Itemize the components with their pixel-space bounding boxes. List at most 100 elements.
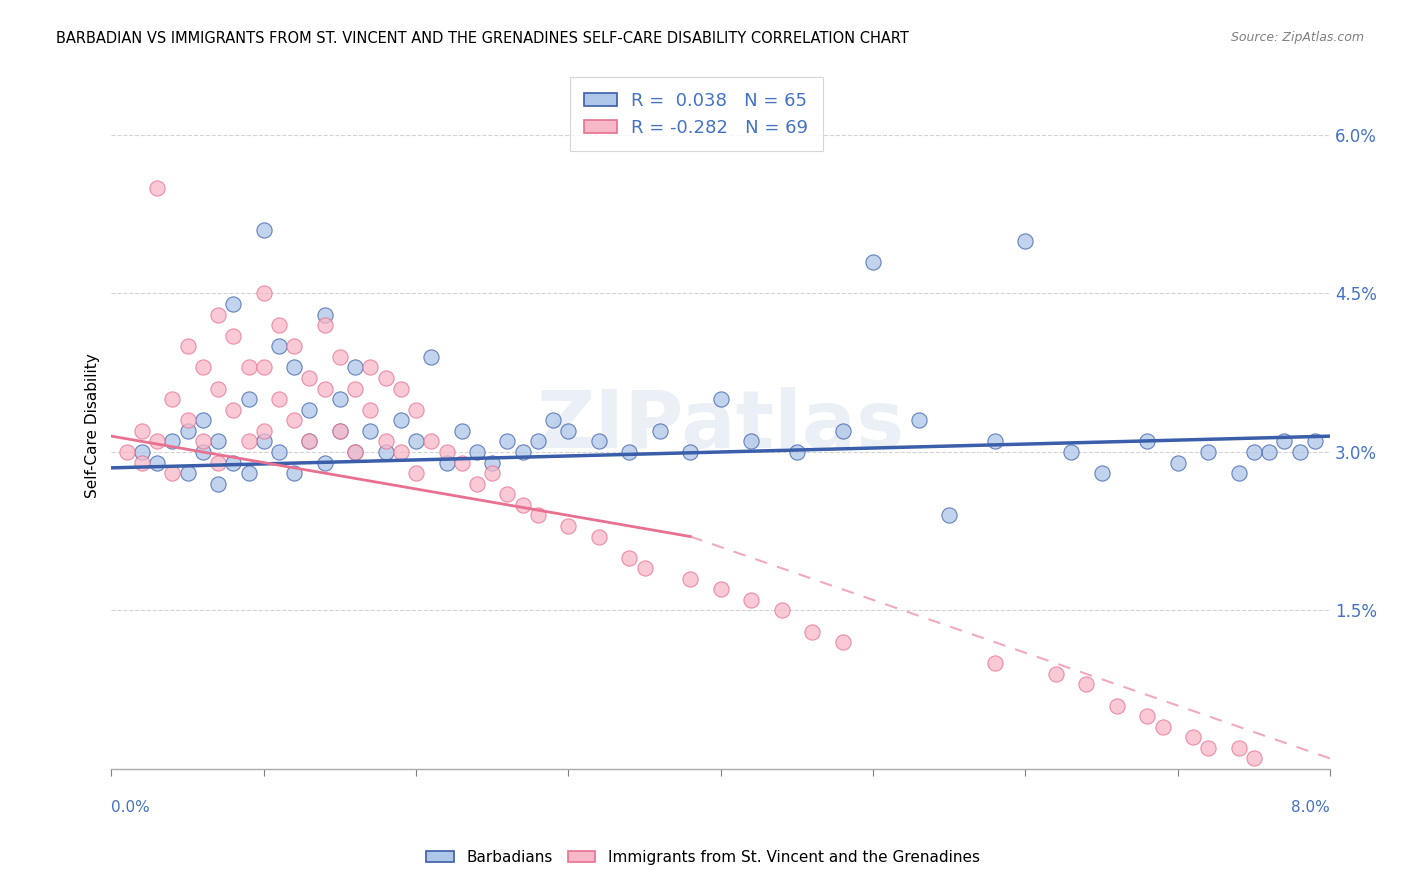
Point: [176, 413, 198, 427]
Point: [710, 392, 733, 406]
Point: [1090, 466, 1112, 480]
Point: [162, 392, 184, 406]
Point: [1105, 698, 1128, 713]
Point: [557, 424, 579, 438]
Point: [374, 371, 396, 385]
Point: [131, 445, 153, 459]
Point: [374, 434, 396, 449]
Point: [1243, 445, 1265, 459]
Point: [512, 445, 534, 459]
Point: [267, 445, 290, 459]
Point: [222, 402, 245, 417]
Point: [938, 508, 960, 523]
Point: [1197, 445, 1219, 459]
Point: [298, 371, 321, 385]
Point: [527, 434, 550, 449]
Point: [298, 402, 321, 417]
Point: [1152, 720, 1174, 734]
Point: [710, 582, 733, 597]
Point: [283, 413, 305, 427]
Point: [115, 445, 138, 459]
Point: [314, 382, 336, 396]
Point: [191, 360, 214, 375]
Point: [298, 434, 321, 449]
Point: [405, 402, 427, 417]
Point: [374, 445, 396, 459]
Point: [131, 424, 153, 438]
Legend: Barbadians, Immigrants from St. Vincent and the Grenadines: Barbadians, Immigrants from St. Vincent …: [420, 844, 986, 871]
Point: [359, 360, 381, 375]
Point: [465, 445, 488, 459]
Point: [1167, 456, 1189, 470]
Point: [770, 603, 793, 617]
Point: [862, 254, 884, 268]
Point: [405, 434, 427, 449]
Point: [481, 466, 503, 480]
Point: [253, 223, 276, 237]
Point: [450, 424, 472, 438]
Point: [1243, 751, 1265, 765]
Point: [405, 466, 427, 480]
Point: [984, 657, 1007, 671]
Point: [344, 360, 367, 375]
Point: [1227, 740, 1250, 755]
Point: [420, 434, 443, 449]
Point: [1060, 445, 1083, 459]
Text: 0.0%: 0.0%: [111, 799, 150, 814]
Point: [465, 476, 488, 491]
Point: [207, 434, 229, 449]
Point: [1076, 677, 1098, 691]
Point: [222, 297, 245, 311]
Point: [450, 456, 472, 470]
Point: [831, 424, 853, 438]
Point: [907, 413, 929, 427]
Point: [527, 508, 550, 523]
Point: [1045, 666, 1067, 681]
Text: ZIPatlas: ZIPatlas: [537, 386, 905, 465]
Point: [176, 424, 198, 438]
Point: [1014, 234, 1036, 248]
Point: [1136, 709, 1159, 723]
Point: [207, 456, 229, 470]
Point: [146, 434, 169, 449]
Point: [648, 424, 671, 438]
Point: [238, 466, 260, 480]
Point: [238, 392, 260, 406]
Point: [162, 466, 184, 480]
Point: [344, 445, 367, 459]
Point: [496, 487, 519, 501]
Point: [984, 434, 1007, 449]
Point: [801, 624, 824, 639]
Point: [191, 413, 214, 427]
Point: [253, 360, 276, 375]
Point: [633, 561, 655, 575]
Point: [329, 350, 352, 364]
Text: BARBADIAN VS IMMIGRANTS FROM ST. VINCENT AND THE GRENADINES SELF-CARE DISABILITY: BARBADIAN VS IMMIGRANTS FROM ST. VINCENT…: [56, 31, 910, 46]
Point: [1197, 740, 1219, 755]
Point: [1227, 466, 1250, 480]
Point: [176, 466, 198, 480]
Point: [740, 434, 762, 449]
Point: [436, 445, 458, 459]
Text: Source: ZipAtlas.com: Source: ZipAtlas.com: [1230, 31, 1364, 45]
Point: [786, 445, 808, 459]
Point: [496, 434, 519, 449]
Point: [131, 456, 153, 470]
Point: [146, 181, 169, 195]
Point: [267, 318, 290, 333]
Point: [176, 339, 198, 353]
Point: [162, 434, 184, 449]
Point: [1136, 434, 1159, 449]
Point: [359, 424, 381, 438]
Point: [283, 339, 305, 353]
Y-axis label: Self-Care Disability: Self-Care Disability: [86, 353, 100, 498]
Point: [1258, 445, 1281, 459]
Point: [344, 382, 367, 396]
Point: [191, 445, 214, 459]
Point: [481, 456, 503, 470]
Point: [298, 434, 321, 449]
Text: 8.0%: 8.0%: [1291, 799, 1330, 814]
Point: [1303, 434, 1326, 449]
Point: [1181, 731, 1204, 745]
Point: [253, 424, 276, 438]
